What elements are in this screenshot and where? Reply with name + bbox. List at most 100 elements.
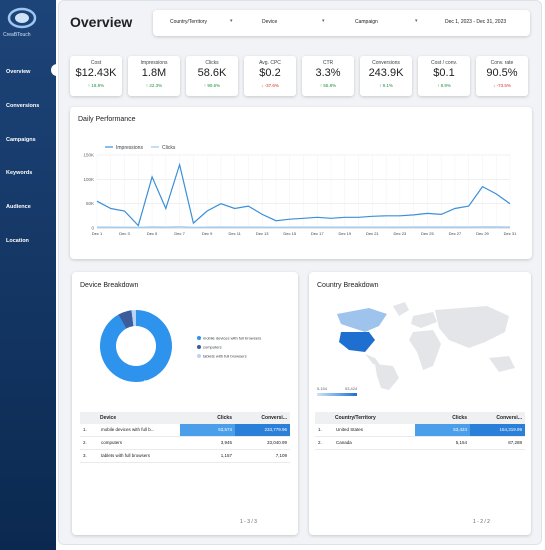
legend-label: tablets with full browsers: [203, 354, 247, 359]
nav-item[interactable]: Campaigns: [6, 136, 36, 143]
x-tick-label: Dec 7: [174, 231, 185, 236]
table-row: 2. Canada 5,154 87,288: [315, 437, 525, 450]
x-tick-label: Dec 1: [92, 231, 103, 236]
y-tick-label: 50K: [86, 201, 94, 206]
donut-chart: 91.8% mobile devices with full browsers co…: [99, 310, 261, 384]
kpi-change: ↑ 22.3%: [145, 83, 163, 88]
kpi-label: Conv. rate: [490, 60, 514, 66]
device-card: Device Breakdown 91.8% mobile devices wit…: [72, 272, 298, 535]
kpi-change: ↑ 9.1%: [379, 83, 393, 88]
numeric-cell: 7,109: [275, 453, 287, 458]
label-cell: tablets with full browsers: [101, 453, 151, 458]
x-tick-label: Dec 27: [449, 231, 462, 236]
kpi-value: 3.3%: [315, 67, 341, 79]
legend-label: Impressions: [116, 145, 143, 151]
nav-item[interactable]: Conversions: [6, 102, 40, 109]
row-index: 2.: [318, 440, 322, 445]
x-tick-label: Dec 13: [256, 231, 269, 236]
x-tick-label: Dec 21: [366, 231, 379, 236]
column-header[interactable]: Clicks: [452, 415, 467, 421]
numeric-cell: 87,288: [508, 440, 522, 445]
x-tick-label: Dec 15: [283, 231, 296, 236]
nav-item[interactable]: Audience: [6, 204, 31, 211]
column-header[interactable]: Conversi...: [496, 415, 522, 421]
x-tick-label: Dec 31: [504, 231, 517, 236]
column-header[interactable]: Clicks: [217, 415, 232, 421]
kpi-label: Cost / conv.: [430, 60, 458, 66]
filter[interactable]: Country/Territory: [170, 19, 207, 25]
kpi-card: Conv. rate 90.5% ↓ -73.5%: [476, 56, 528, 96]
filter-arrow[interactable]: ▾: [415, 18, 418, 24]
x-tick-label: Dec 19: [338, 231, 351, 236]
table-row: 1. mobile devices with full b... 53,574 233…: [80, 424, 290, 437]
y-tick-label: 100K: [83, 177, 94, 182]
legend-label: Clicks: [162, 145, 176, 151]
legend-swatch: [197, 345, 201, 349]
kpi-label: Impressions: [140, 60, 168, 66]
filter[interactable]: Campaign: [355, 19, 378, 25]
kpi-card: Conversions 243.9K ↑ 9.1%: [360, 56, 412, 96]
date-range[interactable]: Dec 1, 2023 - Dec 31, 2023: [445, 19, 507, 25]
nav-item[interactable]: Overview: [6, 69, 31, 75]
nav-item[interactable]: Location: [6, 238, 29, 244]
kpi-value: $0.2: [259, 67, 281, 79]
chart-title: Daily Performance: [78, 116, 136, 123]
country-card: Country Breakdown 5,154 53,424 Country/T…: [309, 272, 531, 535]
logo: [7, 7, 37, 29]
legend-swatch: [197, 354, 201, 358]
page-title: Overview: [70, 14, 133, 30]
series-line: [96, 162, 511, 227]
numeric-cell: 53,574: [180, 424, 235, 436]
kpi-value: 90.5%: [486, 67, 518, 79]
nav-item[interactable]: Keywords: [6, 170, 33, 177]
canada: [337, 308, 387, 332]
kpi-change: ↑ 90.6%: [203, 83, 221, 88]
table-row: 1. United States 53,424 154,319.99: [315, 424, 525, 437]
kpi-value: 58.6K: [197, 67, 227, 79]
column-header[interactable]: Device: [100, 415, 117, 421]
column-header[interactable]: Conversi...: [261, 415, 287, 421]
label-cell: United States: [336, 427, 364, 432]
map-legend-max: 53,424: [345, 386, 358, 391]
numeric-cell: 5,154: [455, 440, 467, 445]
label-cell: computers: [101, 440, 123, 445]
kpi-label: Clicks: [205, 60, 219, 66]
numeric-cell: 53,424: [415, 424, 470, 436]
x-tick-label: Dec 9: [202, 231, 213, 236]
united-states: [339, 332, 375, 352]
kpi-change: ↓ -37.6%: [261, 83, 279, 88]
pagination[interactable]: 1 - 2 / 2: [473, 519, 490, 525]
row-index: 3.: [83, 453, 87, 458]
row-index: 1.: [318, 427, 322, 432]
donut-slice: [118, 310, 134, 329]
numeric-cell: 233,779.96: [235, 424, 290, 436]
kpi-value: 1.8M: [141, 67, 167, 79]
chart: Daily Performance 0 50K 100K 150K Dec 1 Dec 3…: [78, 116, 517, 236]
column-header[interactable]: Country/Territory: [335, 415, 376, 421]
numeric-cell: 1,157: [220, 453, 232, 458]
kpi-label: CTR: [322, 60, 334, 66]
label-cell: Canada: [336, 440, 352, 445]
kpi-card: Impressions 1.8M ↑ 22.3%: [128, 56, 180, 96]
kpi-card: Avg. CPC $0.2 ↓ -37.6%: [244, 56, 296, 96]
map-legend-bar: [317, 393, 357, 396]
filter-arrow[interactable]: ▾: [322, 18, 325, 24]
daily-performance-card: Daily Performance 0 50K 100K 150K Dec 1 Dec 3…: [70, 107, 532, 259]
world-map: [337, 302, 515, 390]
donut-slice: [99, 310, 172, 382]
filter-arrow[interactable]: ▾: [230, 18, 233, 24]
numeric-cell: 33,040.99: [266, 440, 287, 445]
table-row: 2. computers 3,945 33,040.99: [80, 437, 290, 450]
pagination[interactable]: 1 - 3 / 3: [240, 519, 257, 525]
kpi-label: Conversions: [372, 60, 400, 66]
x-tick-label: Dec 3: [119, 231, 130, 236]
filter[interactable]: Device: [262, 19, 278, 25]
kpi-change: ↑ 8.9%: [437, 83, 451, 88]
kpi-card: CTR 3.3% ↑ 55.8%: [302, 56, 354, 96]
y-tick-label: 0: [91, 226, 94, 231]
table-header: Country/Territory Clicks Conversi...: [315, 412, 525, 424]
card-title: Device Breakdown: [80, 282, 139, 289]
kpi-value: 243.9K: [368, 67, 404, 79]
x-tick-label: Dec 17: [311, 231, 324, 236]
